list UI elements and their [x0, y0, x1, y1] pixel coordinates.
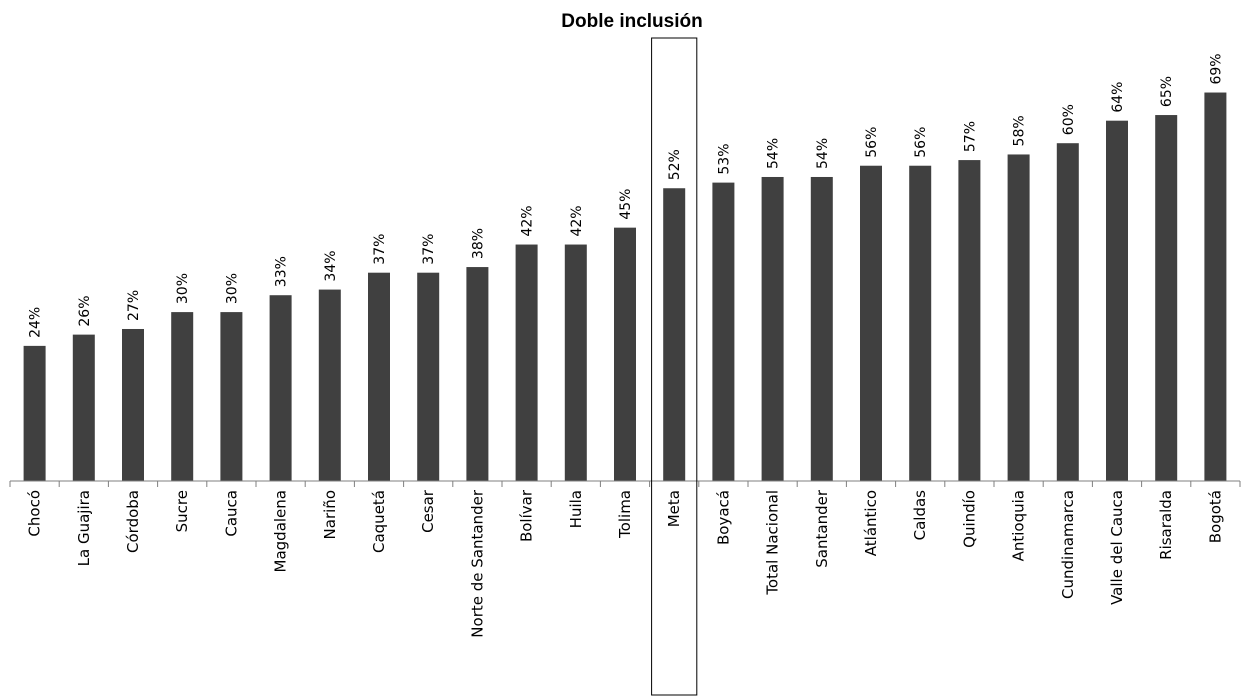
category-label: Cundinamarca — [1059, 490, 1077, 599]
category-label: Total Nacional — [764, 490, 782, 596]
value-label: 58% — [1012, 115, 1028, 146]
value-label: 54% — [766, 138, 782, 169]
value-label: 42% — [569, 205, 585, 236]
value-label: 30% — [224, 273, 240, 304]
bar — [860, 165, 882, 481]
category-label: Huila — [567, 490, 585, 528]
bar — [1106, 120, 1128, 482]
category-label: Meta — [665, 490, 683, 527]
value-label: 65% — [1159, 76, 1175, 107]
bars-group — [23, 92, 1227, 482]
value-label: 52% — [667, 149, 683, 180]
category-label: Norte de Santander — [468, 489, 486, 638]
x-axis-ticks — [9, 481, 1241, 487]
bar — [171, 312, 194, 481]
category-label: Caldas — [911, 490, 929, 541]
bar — [368, 272, 390, 481]
value-labels: 24% 26% 27% 30% 30% 33% 34% 37% 37% 38% 42% 42% 45% 5… — [28, 53, 1225, 337]
bar — [909, 165, 932, 481]
category-label: Atlántico — [862, 490, 880, 556]
value-label: 57% — [962, 121, 978, 152]
bar — [761, 176, 784, 482]
bar — [220, 312, 243, 481]
bar — [614, 227, 636, 481]
bar — [72, 334, 95, 481]
category-label: Valle del Cauca — [1108, 490, 1126, 605]
bar — [958, 160, 981, 481]
category-label: Magdalena — [272, 490, 290, 572]
value-label: 42% — [520, 205, 536, 236]
category-label: Córdoba — [124, 490, 142, 553]
bar — [712, 182, 735, 482]
value-label: 27% — [126, 290, 142, 321]
category-label: Bolívar — [518, 489, 536, 542]
value-label: 33% — [274, 256, 290, 287]
value-label: 45% — [618, 189, 634, 220]
bar — [318, 289, 341, 481]
bar — [515, 244, 538, 481]
category-label: Bogotá — [1206, 490, 1224, 543]
value-label: 30% — [175, 273, 191, 304]
value-label: 56% — [864, 127, 880, 158]
value-label: 69% — [1208, 53, 1224, 84]
category-label: Chocó — [26, 490, 44, 537]
category-label: Cauca — [222, 490, 240, 537]
bar — [1056, 143, 1079, 481]
value-label: 26% — [77, 295, 93, 326]
category-label: Boyacá — [714, 490, 732, 545]
bar — [564, 244, 587, 481]
category-label: Risaralda — [1157, 490, 1175, 560]
category-label: La Guajira — [75, 490, 93, 566]
value-label: 56% — [913, 127, 929, 158]
value-label: 37% — [372, 234, 388, 265]
category-label: Tolima — [616, 490, 634, 539]
value-label: 37% — [421, 234, 437, 265]
highlight-box — [651, 37, 698, 696]
category-label: Quindío — [960, 490, 978, 548]
bar — [23, 345, 46, 481]
category-labels: Chocó La Guajira Córdoba Sucre Cauca Magdalen… — [26, 489, 1225, 638]
category-label: Antioquia — [1010, 490, 1028, 561]
chart-title: Doble inclusión — [561, 11, 702, 32]
value-label: 24% — [28, 307, 44, 338]
bar — [810, 176, 833, 482]
value-label: 34% — [323, 250, 339, 281]
value-label: 64% — [1110, 82, 1126, 113]
category-label: Caquetá — [370, 490, 388, 553]
value-label: 53% — [716, 143, 732, 174]
category-label: Sucre — [173, 490, 191, 532]
value-label: 60% — [1061, 104, 1077, 135]
value-label: 54% — [815, 138, 831, 169]
bar — [417, 272, 440, 481]
bar — [1204, 92, 1227, 481]
bar — [1007, 154, 1030, 481]
category-label: Nariño — [321, 490, 339, 539]
bar — [466, 267, 489, 481]
value-label: 38% — [470, 228, 486, 259]
category-label: Cesar — [419, 489, 437, 533]
bar — [663, 188, 686, 482]
category-label: Santander — [813, 489, 831, 568]
bar — [269, 295, 292, 481]
bar — [1155, 115, 1178, 482]
bar — [122, 328, 144, 481]
